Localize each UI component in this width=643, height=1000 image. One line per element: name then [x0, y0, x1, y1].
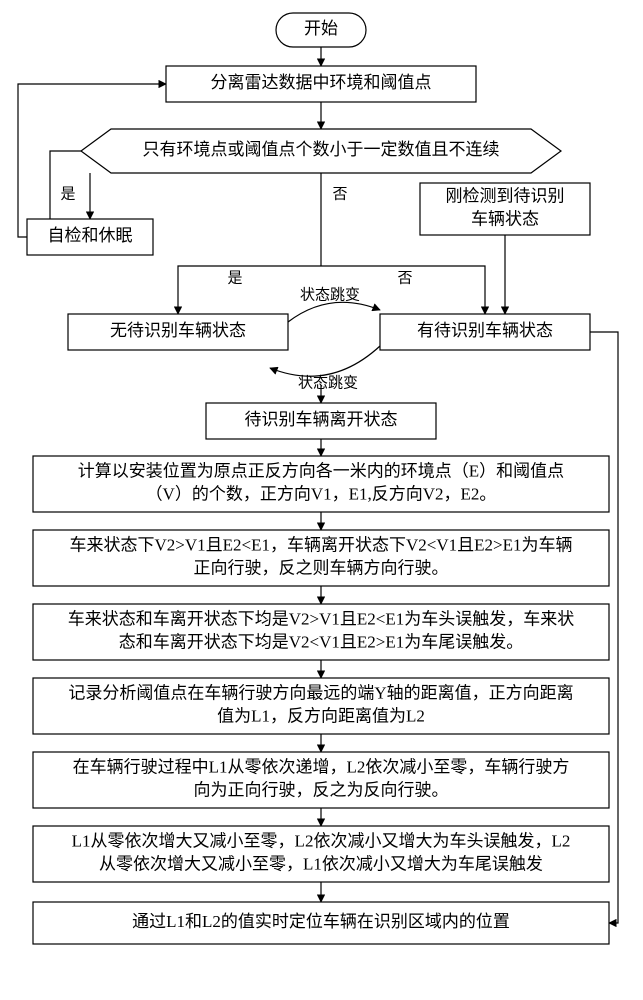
svg-text:在车辆行驶过程中L1从零依次递增，L2依次减小至零，车辆行驶: 在车辆行驶过程中L1从零依次递增，L2依次减小至零，车辆行驶方: [73, 757, 570, 776]
svg-text:是: 是: [60, 186, 75, 202]
svg-text:车来状态和车离开状态下均是V2>V1且E2<E1为车头误触发: 车来状态和车离开状态下均是V2>V1且E2<E1为车头误触发，车来状: [68, 609, 575, 628]
node-d1: 只有环境点或阈值点个数小于一定数值且不连续: [81, 129, 561, 173]
node-locate: 通过L1和L2的值实时定位车辆在识别区域内的位置: [33, 902, 609, 944]
svg-text:车来状态下V2>V1且E2<E1，车辆离开状态下V2<V1且: 车来状态下V2>V1且E2<E1，车辆离开状态下V2<V1且E2>E1为车辆: [70, 535, 573, 554]
svg-text:刚检测到待识别: 刚检测到待识别: [446, 186, 565, 205]
svg-text:从零依次增大又减小至零，L1依次减小又增大为车尾误触发: 从零依次增大又减小至零，L1依次减小又增大为车尾误触发: [99, 854, 543, 873]
svg-text:向为正向行驶，反之为反向行驶。: 向为正向行驶，反之为反向行驶。: [194, 780, 449, 799]
svg-text:待识别车辆离开状态: 待识别车辆离开状态: [245, 410, 398, 429]
svg-text:状态跳变: 状态跳变: [298, 374, 358, 391]
svg-text:通过L1和L2的值实时定位车辆在识别区域内的位置: 通过L1和L2的值实时定位车辆在识别区域内的位置: [132, 912, 510, 931]
node-leave: 待识别车辆离开状态: [206, 403, 436, 439]
svg-text:分离雷达数据中环境和阈值点: 分离雷达数据中环境和阈值点: [211, 73, 432, 92]
svg-text:态和车离开状态下均是V2<V1且E2>E1为车尾误触发。: 态和车离开状态下均是V2<V1且E2>E1为车尾误触发。: [119, 632, 524, 651]
node-dir2: 在车辆行驶过程中L1从零依次递增，L2依次减小至零，车辆行驶方向为正向行驶，反之…: [33, 752, 609, 808]
svg-text:否: 否: [332, 186, 347, 202]
svg-text:开始: 开始: [304, 19, 338, 38]
node-justdet: 刚检测到待识别车辆状态: [420, 183, 590, 235]
node-nostate: 无待识别车辆状态: [68, 314, 288, 350]
svg-text:只有环境点或阈值点个数小于一定数值且不连续: 只有环境点或阈值点个数小于一定数值且不连续: [143, 140, 500, 159]
svg-text:状态跳变: 状态跳变: [300, 286, 360, 303]
node-false2: L1从零依次增大又减小至零，L2依次减小又增大为车头误触发，L2 从零依次增大又减…: [33, 826, 609, 882]
node-hasstate: 有待识别车辆状态: [380, 314, 590, 350]
node-calc: 计算以安装位置为原点正反方向各一米内的环境点（E）和阈值点 （V）的个数，正方向V…: [33, 456, 609, 512]
svg-text:车辆状态: 车辆状态: [471, 209, 539, 228]
svg-text:正向行驶，反之则车辆方向行驶。: 正向行驶，反之则车辆方向行驶。: [194, 558, 449, 577]
svg-text:（V）的个数，正方向V1，E1,反方向V2，E2。: （V）的个数，正方向V1，E1,反方向V2，E2。: [146, 484, 497, 503]
svg-text:无待识别车辆状态: 无待识别车辆状态: [110, 321, 246, 340]
node-false1: 车来状态和车离开状态下均是V2>V1且E2<E1为车头误触发，车来状态和车离开状…: [33, 604, 609, 660]
svg-text:自检和休眠: 自检和休眠: [48, 226, 133, 245]
node-start: 开始: [276, 13, 366, 47]
svg-text:有待识别车辆状态: 有待识别车辆状态: [417, 321, 553, 340]
svg-text:L1从零依次增大又减小至零，L2依次减小又增大为车头误触发，: L1从零依次增大又减小至零，L2依次减小又增大为车头误触发，L2: [72, 831, 571, 850]
svg-text:记录分析阈值点在车辆行驶方向最远的端Y轴的距离值，正方向距离: 记录分析阈值点在车辆行驶方向最远的端Y轴的距离值，正方向距离: [68, 683, 573, 702]
node-record: 记录分析阈值点在车辆行驶方向最远的端Y轴的距离值，正方向距离值为L1，反方向距离…: [33, 678, 609, 734]
node-dir1: 车来状态下V2>V1且E2<E1，车辆离开状态下V2<V1且E2>E1为车辆正向…: [33, 530, 609, 586]
node-selfcheck: 自检和休眠: [27, 219, 153, 255]
svg-text:是: 是: [227, 270, 242, 286]
svg-text:值为L1，反方向距离值为L2: 值为L1，反方向距离值为L2: [217, 706, 425, 725]
node-n1: 分离雷达数据中环境和阈值点: [166, 66, 476, 102]
svg-text:计算以安装位置为原点正反方向各一米内的环境点（E）和阈值点: 计算以安装位置为原点正反方向各一米内的环境点（E）和阈值点: [78, 461, 564, 480]
svg-text:否: 否: [397, 270, 412, 286]
